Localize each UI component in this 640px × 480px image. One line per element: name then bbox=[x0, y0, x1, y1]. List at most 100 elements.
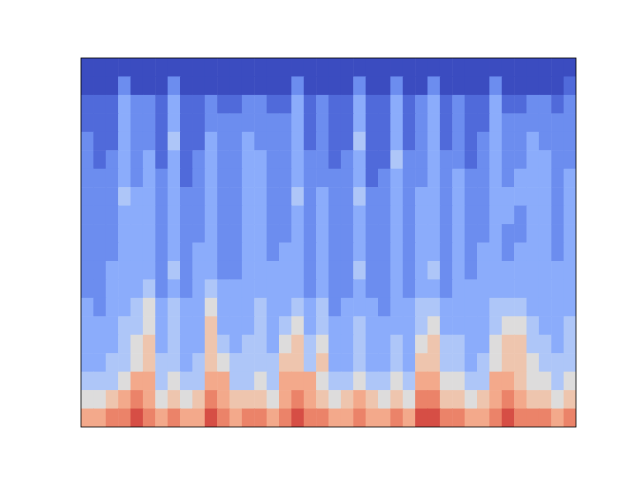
cell bbox=[254, 353, 267, 372]
cell bbox=[440, 372, 453, 391]
cell bbox=[230, 390, 243, 409]
cell bbox=[155, 58, 168, 77]
cell bbox=[551, 372, 564, 391]
cell bbox=[118, 316, 131, 335]
cell bbox=[477, 169, 490, 188]
cell bbox=[304, 58, 317, 77]
cell bbox=[131, 95, 144, 114]
cell bbox=[440, 261, 453, 280]
cell bbox=[279, 298, 292, 317]
cell bbox=[279, 150, 292, 169]
cell bbox=[230, 150, 243, 169]
cell bbox=[366, 113, 379, 132]
cell bbox=[390, 206, 403, 225]
cell bbox=[353, 169, 366, 188]
cell bbox=[106, 372, 119, 391]
cell bbox=[390, 58, 403, 77]
cell bbox=[316, 316, 329, 335]
cell bbox=[502, 169, 515, 188]
cell bbox=[329, 187, 342, 206]
cell bbox=[551, 187, 564, 206]
cell bbox=[415, 95, 428, 114]
cell bbox=[168, 132, 181, 151]
cell bbox=[477, 206, 490, 225]
cell bbox=[403, 224, 416, 243]
cell bbox=[564, 243, 576, 262]
cell bbox=[168, 372, 181, 391]
cell bbox=[465, 150, 478, 169]
cell bbox=[415, 335, 428, 354]
cell bbox=[291, 372, 304, 391]
cell bbox=[539, 132, 552, 151]
cell bbox=[390, 298, 403, 317]
cell bbox=[118, 353, 131, 372]
cell bbox=[118, 261, 131, 280]
cell bbox=[254, 372, 267, 391]
cell bbox=[514, 409, 527, 427]
cell bbox=[564, 353, 576, 372]
cell bbox=[390, 113, 403, 132]
cell bbox=[329, 169, 342, 188]
cell bbox=[428, 409, 441, 427]
cell bbox=[514, 150, 527, 169]
cell bbox=[304, 316, 317, 335]
cell bbox=[353, 95, 366, 114]
cell bbox=[366, 279, 379, 298]
cell bbox=[353, 279, 366, 298]
cell bbox=[539, 372, 552, 391]
cell bbox=[205, 353, 218, 372]
cell bbox=[378, 58, 391, 77]
cell bbox=[403, 150, 416, 169]
cell bbox=[477, 76, 490, 95]
cell bbox=[217, 279, 230, 298]
cell bbox=[551, 279, 564, 298]
cell bbox=[428, 169, 441, 188]
cell bbox=[106, 58, 119, 77]
cell bbox=[403, 132, 416, 151]
cell bbox=[267, 169, 280, 188]
cell bbox=[378, 169, 391, 188]
cell bbox=[205, 206, 218, 225]
cell bbox=[267, 335, 280, 354]
cell bbox=[527, 206, 540, 225]
cell bbox=[267, 353, 280, 372]
cell bbox=[452, 206, 465, 225]
cell bbox=[564, 316, 576, 335]
cell bbox=[291, 150, 304, 169]
cell bbox=[304, 150, 317, 169]
cell bbox=[489, 316, 502, 335]
cell bbox=[217, 224, 230, 243]
cell bbox=[131, 335, 144, 354]
cell bbox=[267, 372, 280, 391]
cell bbox=[180, 224, 193, 243]
cell bbox=[564, 224, 576, 243]
cell bbox=[106, 390, 119, 409]
cell bbox=[465, 243, 478, 262]
cell bbox=[489, 206, 502, 225]
cell bbox=[514, 390, 527, 409]
cell bbox=[155, 206, 168, 225]
cell bbox=[217, 243, 230, 262]
cell bbox=[267, 76, 280, 95]
cell bbox=[527, 316, 540, 335]
cell bbox=[279, 409, 292, 427]
cell bbox=[329, 372, 342, 391]
cell bbox=[155, 298, 168, 317]
cell bbox=[180, 409, 193, 427]
cell bbox=[551, 316, 564, 335]
cell bbox=[254, 58, 267, 77]
cell bbox=[378, 261, 391, 280]
cell bbox=[168, 409, 181, 427]
cell bbox=[254, 243, 267, 262]
cell bbox=[329, 353, 342, 372]
cell bbox=[390, 372, 403, 391]
cell bbox=[341, 132, 354, 151]
cell bbox=[539, 298, 552, 317]
cell bbox=[242, 58, 255, 77]
cell bbox=[366, 409, 379, 427]
cell bbox=[452, 150, 465, 169]
cell bbox=[106, 150, 119, 169]
cell bbox=[316, 243, 329, 262]
cell bbox=[527, 169, 540, 188]
cell bbox=[180, 132, 193, 151]
